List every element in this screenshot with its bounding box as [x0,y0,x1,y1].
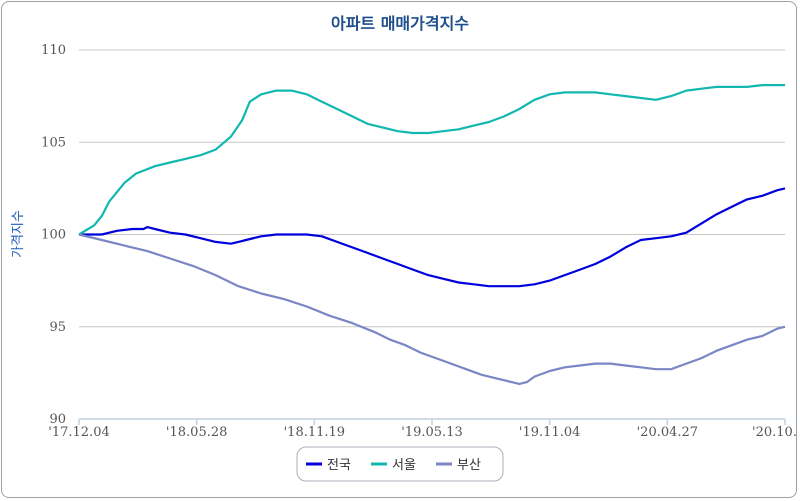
series-line-2 [78,84,785,236]
x-tick-label: '20.10. [752,425,797,440]
legend-item-label[interactable]: 전국 [327,458,351,473]
chart-title: 아파트 매매가격지수 [331,14,469,33]
y-axis-ticks: 90 95 100 105 110 [41,43,66,427]
legend[interactable]: 전국 서울 부산 [296,446,504,482]
legend-item-label[interactable]: 부산 [457,458,481,473]
series-line-1 [79,187,786,288]
y-tick-label: 90 [49,412,66,427]
y-tick-label: 105 [41,135,66,150]
x-tick-label: '18.11.19 [284,425,345,440]
legend-item-label[interactable]: 서울 [392,458,416,473]
y-tick-label: 95 [49,320,66,335]
series-group [78,84,786,385]
x-tick-label: '18.05.28 [166,425,227,440]
x-tick-label: '20.04.27 [637,425,698,440]
x-tick-label: '17.12.04 [48,425,109,440]
x-tick-label: '19.11.04 [519,425,580,440]
x-tick-label: '19.05.13 [401,425,462,440]
y-tick-label: 100 [41,228,66,243]
y-tick-label: 110 [41,43,66,58]
grid-lines [79,49,785,328]
legend-box [296,446,504,482]
series-line-3 [78,233,786,385]
x-axis: '17.12.04 '18.05.28 '18.11.19 '19.05.13 '19.… [48,418,797,440]
y-axis-label: 가격지수 [11,210,26,258]
